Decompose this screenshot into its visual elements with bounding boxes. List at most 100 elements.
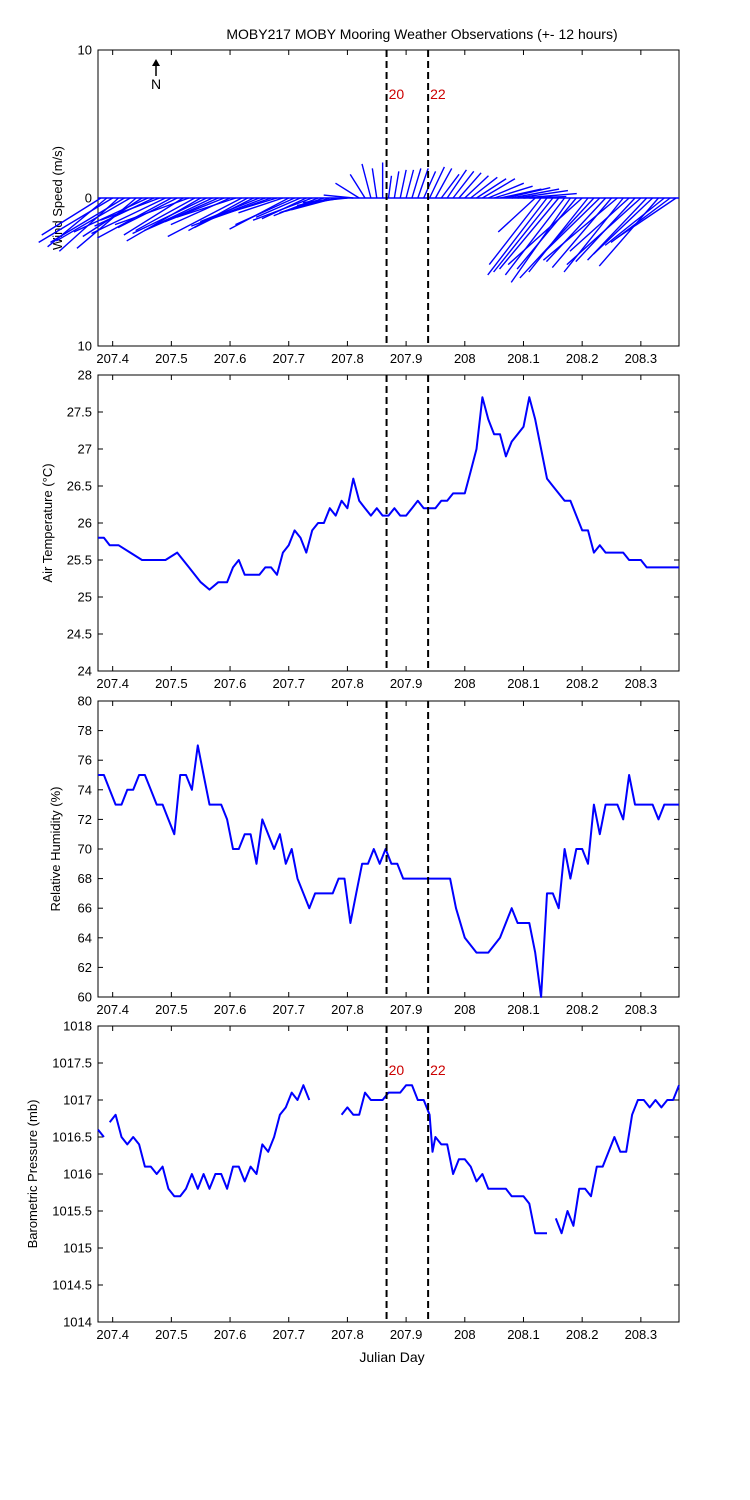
wind-stick [604,197,665,246]
x-tick-label: 208.1 [507,351,540,366]
x-tick-label: 207.6 [214,1327,247,1342]
y-tick-label: 60 [78,990,92,1005]
x-tick-label: 207.9 [390,351,423,366]
x-tick-label: 207.8 [331,1327,364,1342]
data-series-line [340,1084,547,1235]
data-series-line [98,744,679,998]
wind-stick [598,197,659,267]
y-tick-label: 1015.5 [52,1204,92,1219]
wind-stick [73,197,149,233]
x-tick-label: 207.6 [214,1002,247,1017]
panels: Wind Speed (m/s) 10 0 10 207.4 207.5 207.6 207.… [25,43,680,1342]
x-tick-label: 208.3 [625,351,658,366]
wind-stick [504,197,566,276]
panel-2: Air Temperature (°C) 24 24.5 25 25.5 26 26.5 27… [40,368,680,691]
x-tick-label: 208.2 [566,1327,599,1342]
y-axis-label: Air Temperature (°C) [40,463,55,582]
x-tick-label: 207.5 [155,1002,188,1017]
wind-stick [545,197,607,263]
panel-3: Relative Humidity (%) 60 62 64 66 68 70 72 74 76 7… [48,694,680,1017]
wind-stick [323,194,354,199]
x-tick-label: 208 [454,1327,476,1342]
y-tick-label: 68 [78,871,92,886]
wind-stick [302,197,348,204]
x-tick-label: 208.2 [566,351,599,366]
wind-stick [487,182,525,199]
wind-stick [405,169,415,199]
x-tick-label: 207.8 [331,676,364,691]
wind-stick [126,197,202,242]
wind-stick [176,197,237,218]
y-tick-label: 1015 [63,1241,92,1256]
x-tick-label: 207.8 [331,1002,364,1017]
data-series-line [98,396,679,591]
x-tick-label: 208.1 [507,1327,540,1342]
wind-stick [507,197,583,266]
x-tick-label: 208 [454,351,476,366]
wind-stick [592,197,654,255]
plot-frame [97,374,680,672]
x-tick-label: 208.1 [507,676,540,691]
wind-stick [493,197,554,273]
y-tick-label: 1017 [63,1093,92,1108]
wind-stick [440,173,460,199]
wind-stick [517,189,569,199]
x-tick-label: 208.2 [566,676,599,691]
plot-frame [97,700,680,998]
wind-stick [135,197,196,232]
wind-stick [144,197,219,232]
time-marker-label: 22 [430,86,446,102]
panel-4: Barometric Pressure (mb) 1014 1014.5 1015 10… [25,1019,680,1342]
wind-stick [470,176,498,199]
wind-stick [434,168,453,199]
y-axis-label: Barometric Pressure (mb) [25,1100,40,1249]
data-series-line [554,1084,680,1235]
wind-stick [446,169,468,199]
y-tick-label: 1016 [63,1167,92,1182]
x-tick-label: 207.5 [155,351,188,366]
data-series-line [97,1128,105,1138]
y-tick-label: 1018 [63,1019,92,1034]
x-tick-label: 207.6 [214,676,247,691]
x-tick-label: 207.7 [272,676,305,691]
y-tick-label: 10 [78,43,92,58]
wind-stick [519,197,595,279]
x-tick-label: 207.4 [96,1002,129,1017]
y-tick-label: 0 [85,191,92,206]
time-marker-label: 22 [430,1062,446,1078]
y-tick-label: 64 [78,930,92,945]
y-tick-label: 62 [78,960,92,975]
wind-stick [498,197,560,270]
wind-stick [476,178,507,199]
y-tick-label: 70 [78,842,92,857]
y-tick-label: 24 [78,664,92,679]
wind-stick [361,163,372,199]
north-arrow-head [152,59,160,66]
wind-stick [335,182,360,199]
y-tick-label: 26.5 [67,479,92,494]
x-axis-label: Julian Day [359,1349,424,1365]
wind-stick [50,197,125,244]
wind-stick [511,188,560,199]
x-tick-label: 207.4 [96,1327,129,1342]
y-tick-label: 24.5 [67,627,92,642]
x-tick-label: 208 [454,676,476,691]
y-tick-label: 26 [78,516,92,531]
x-tick-label: 207.4 [96,676,129,691]
wind-stick [516,197,577,270]
y-tick-label: 72 [78,812,92,827]
wind-stick [252,197,313,221]
north-label: N [151,76,161,92]
x-tick-label: 207.5 [155,676,188,691]
wind-stick [458,172,482,199]
wind-stick [528,197,589,273]
wind-stick [487,197,548,276]
x-tick-label: 208.3 [625,676,658,691]
y-tick-label: 1014.5 [52,1278,92,1293]
wind-stick [399,169,407,199]
wind-stick [55,197,131,242]
y-axis-label: Wind Speed (m/s) [50,146,65,250]
wind-stick [132,197,207,235]
wind-stick [94,197,155,227]
